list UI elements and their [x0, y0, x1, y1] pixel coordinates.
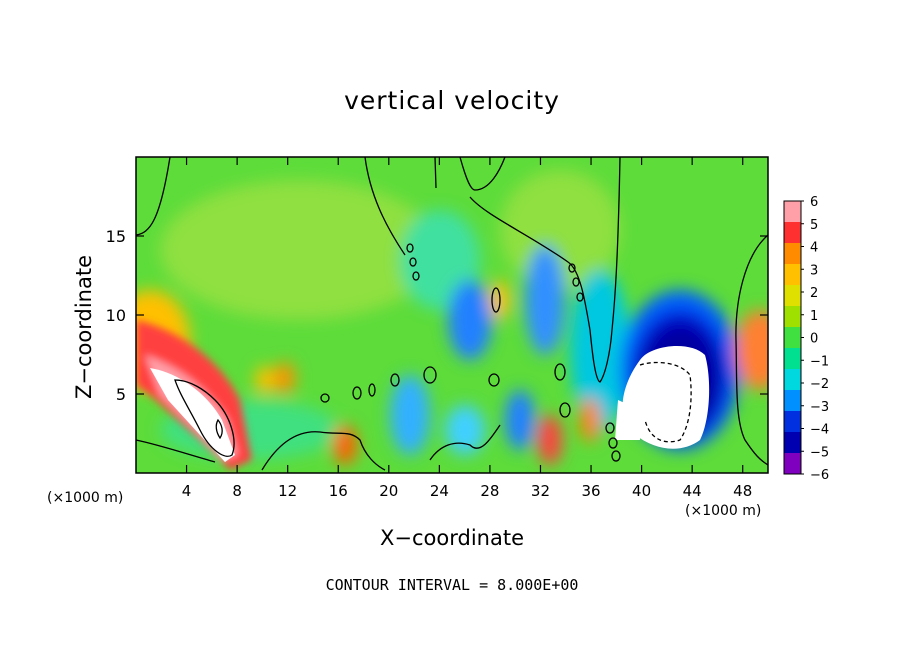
x-tick-label: 4 — [182, 482, 192, 500]
x-unit-label: (×1000 m) — [685, 503, 762, 519]
x-tick-label: 24 — [430, 482, 449, 500]
x-tick-label: 20 — [379, 482, 398, 500]
x-axis-label: X−coordinate — [380, 526, 524, 550]
colorbar-tick-label: −1 — [810, 354, 829, 369]
colorbar-tick-label: −6 — [810, 468, 829, 483]
contour-interval-caption: CONTOUR INTERVAL = 8.000E+00 — [325, 576, 579, 594]
colorbar-tick-label: 2 — [810, 286, 818, 301]
colorbar: 6 5 4 3 2 1 0 −1 −2 −3 −4 −5 −6 — [783, 195, 829, 483]
y-tick-label: 10 — [106, 306, 126, 325]
colorbar-tick-label: −2 — [810, 377, 829, 392]
y-axis-label: Z−coordinate — [72, 255, 96, 399]
z-unit-label: (×1000 m) — [47, 490, 124, 506]
colorbar-cell — [784, 390, 801, 412]
colorbar-tick-label: 5 — [810, 218, 818, 233]
colorbar-cell — [784, 264, 801, 286]
colorbar-tick-label: 6 — [810, 195, 818, 210]
colorbar-tick-label: −5 — [810, 445, 829, 460]
x-tick-label: 16 — [329, 482, 348, 500]
velocity-field — [136, 157, 768, 473]
x-tick-label: 32 — [531, 482, 550, 500]
colorbar-cell — [784, 243, 801, 265]
x-tick-label: 48 — [733, 482, 752, 500]
y-tick-label: 5 — [116, 385, 126, 404]
colorbar-cell — [784, 348, 801, 370]
contour-lines — [135, 156, 769, 471]
colorbar-tick-label: 0 — [810, 332, 818, 347]
x-tick-label: 12 — [278, 482, 297, 500]
colorbar-cell — [784, 432, 801, 454]
colorbar-tick-label: 3 — [810, 263, 818, 278]
colorbar-cell — [784, 285, 801, 307]
colorbar-cell — [784, 453, 801, 475]
colorbar-cell — [784, 411, 801, 433]
x-tick-label: 8 — [232, 482, 242, 500]
colorbar-tick-label: −3 — [810, 400, 829, 415]
colorbar-tick-label: −4 — [810, 423, 829, 438]
x-tick-label: 44 — [683, 482, 702, 500]
colorbar-tick-label: 1 — [810, 309, 818, 324]
x-tick-label: 36 — [581, 482, 600, 500]
y-tick-label: 15 — [106, 227, 126, 246]
x-tick-label: 40 — [632, 482, 651, 500]
colorbar-cell — [784, 327, 801, 349]
x-tick-label: 28 — [480, 482, 499, 500]
colorbar-cell — [784, 222, 801, 244]
colorbar-cell — [784, 201, 801, 223]
chart-title: vertical velocity — [344, 86, 560, 115]
colorbar-cell — [784, 369, 801, 391]
colorbar-tick-label: 4 — [810, 241, 818, 256]
colorbar-cell — [784, 306, 801, 328]
